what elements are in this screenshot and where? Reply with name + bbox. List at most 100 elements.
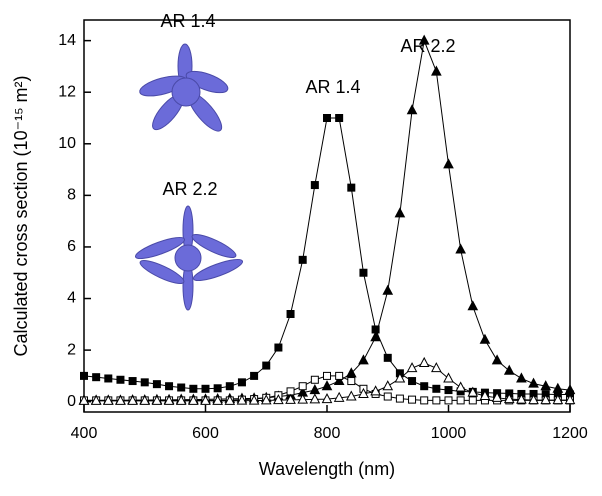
- marker: [394, 207, 406, 218]
- annotation: AR 2.2: [162, 179, 217, 199]
- marker: [468, 396, 477, 405]
- x-tick-label: 400: [71, 425, 98, 442]
- marker: [552, 382, 564, 393]
- marker: [420, 396, 429, 405]
- marker: [127, 394, 138, 405]
- marker: [188, 394, 199, 405]
- marker: [213, 384, 222, 393]
- marker: [175, 394, 187, 405]
- marker: [395, 394, 404, 403]
- marker: [408, 377, 417, 386]
- marker: [298, 382, 307, 391]
- marker: [335, 371, 344, 380]
- marker: [491, 354, 503, 365]
- marker: [78, 394, 90, 405]
- marker: [382, 284, 394, 295]
- series: [78, 356, 576, 405]
- marker: [321, 393, 333, 404]
- marker: [491, 391, 503, 402]
- marker: [92, 373, 101, 382]
- marker: [309, 393, 321, 404]
- marker: [273, 394, 284, 405]
- marker: [455, 381, 466, 392]
- marker: [310, 181, 319, 190]
- marker: [431, 362, 442, 373]
- marker: [418, 34, 430, 45]
- marker: [224, 394, 236, 405]
- y-tick-label: 2: [67, 341, 76, 358]
- marker: [262, 361, 271, 370]
- marker: [383, 392, 392, 401]
- marker: [298, 255, 307, 264]
- marker: [310, 375, 319, 384]
- marker: [528, 377, 539, 388]
- marker: [420, 382, 429, 391]
- marker: [406, 104, 418, 115]
- marker: [455, 243, 466, 254]
- marker: [516, 393, 527, 404]
- marker: [90, 394, 102, 405]
- marker: [335, 114, 344, 122]
- series-line: [83, 117, 570, 395]
- marker: [503, 393, 515, 404]
- marker: [177, 383, 186, 392]
- x-tick-label: 800: [314, 425, 341, 442]
- marker: [250, 371, 259, 380]
- marker: [297, 393, 309, 404]
- y-tick-label: 12: [58, 83, 76, 100]
- y-tick-label: 6: [67, 238, 76, 255]
- marker: [347, 377, 356, 386]
- marker: [406, 362, 418, 373]
- marker: [479, 389, 491, 401]
- y-tick-label: 4: [67, 290, 76, 307]
- annotation: AR 2.2: [400, 36, 455, 56]
- x-tick-label: 1200: [552, 425, 588, 442]
- marker: [370, 385, 381, 396]
- marker: [394, 372, 406, 383]
- marker: [237, 378, 246, 387]
- y-tick-label: 0: [67, 393, 76, 410]
- marker: [236, 394, 248, 405]
- marker: [333, 374, 345, 386]
- marker: [151, 394, 163, 405]
- marker: [552, 394, 564, 405]
- marker: [165, 382, 174, 391]
- marker: [503, 364, 515, 375]
- marker: [274, 343, 283, 352]
- marker: [479, 333, 491, 344]
- marker: [102, 394, 114, 405]
- marker: [359, 268, 368, 277]
- marker: [128, 377, 137, 386]
- x-tick-label: 1000: [431, 425, 467, 442]
- marker: [432, 396, 441, 405]
- marker: [285, 393, 296, 404]
- marker: [212, 394, 223, 405]
- marker: [444, 386, 453, 395]
- marker: [443, 158, 454, 169]
- marker: [163, 394, 175, 405]
- annotation: AR 1.4: [160, 11, 215, 31]
- marker: [260, 394, 272, 405]
- x-axis-label: Wavelength (nm): [259, 459, 395, 479]
- marker: [115, 394, 126, 405]
- marker: [200, 394, 211, 405]
- marker: [139, 394, 151, 405]
- marker: [358, 354, 369, 365]
- marker: [80, 371, 88, 380]
- y-tick-label: 14: [58, 32, 76, 49]
- marker: [456, 396, 465, 405]
- marker: [564, 384, 576, 395]
- marker: [358, 387, 369, 398]
- marker: [444, 396, 453, 405]
- marker: [116, 375, 125, 384]
- marker: [225, 382, 234, 391]
- y-tick-label: 10: [58, 135, 76, 152]
- marker: [467, 386, 479, 397]
- marker: [286, 310, 295, 318]
- marker: [140, 378, 149, 387]
- marker: [432, 384, 441, 393]
- marker: [383, 353, 392, 362]
- marker: [528, 394, 539, 405]
- marker: [443, 372, 454, 383]
